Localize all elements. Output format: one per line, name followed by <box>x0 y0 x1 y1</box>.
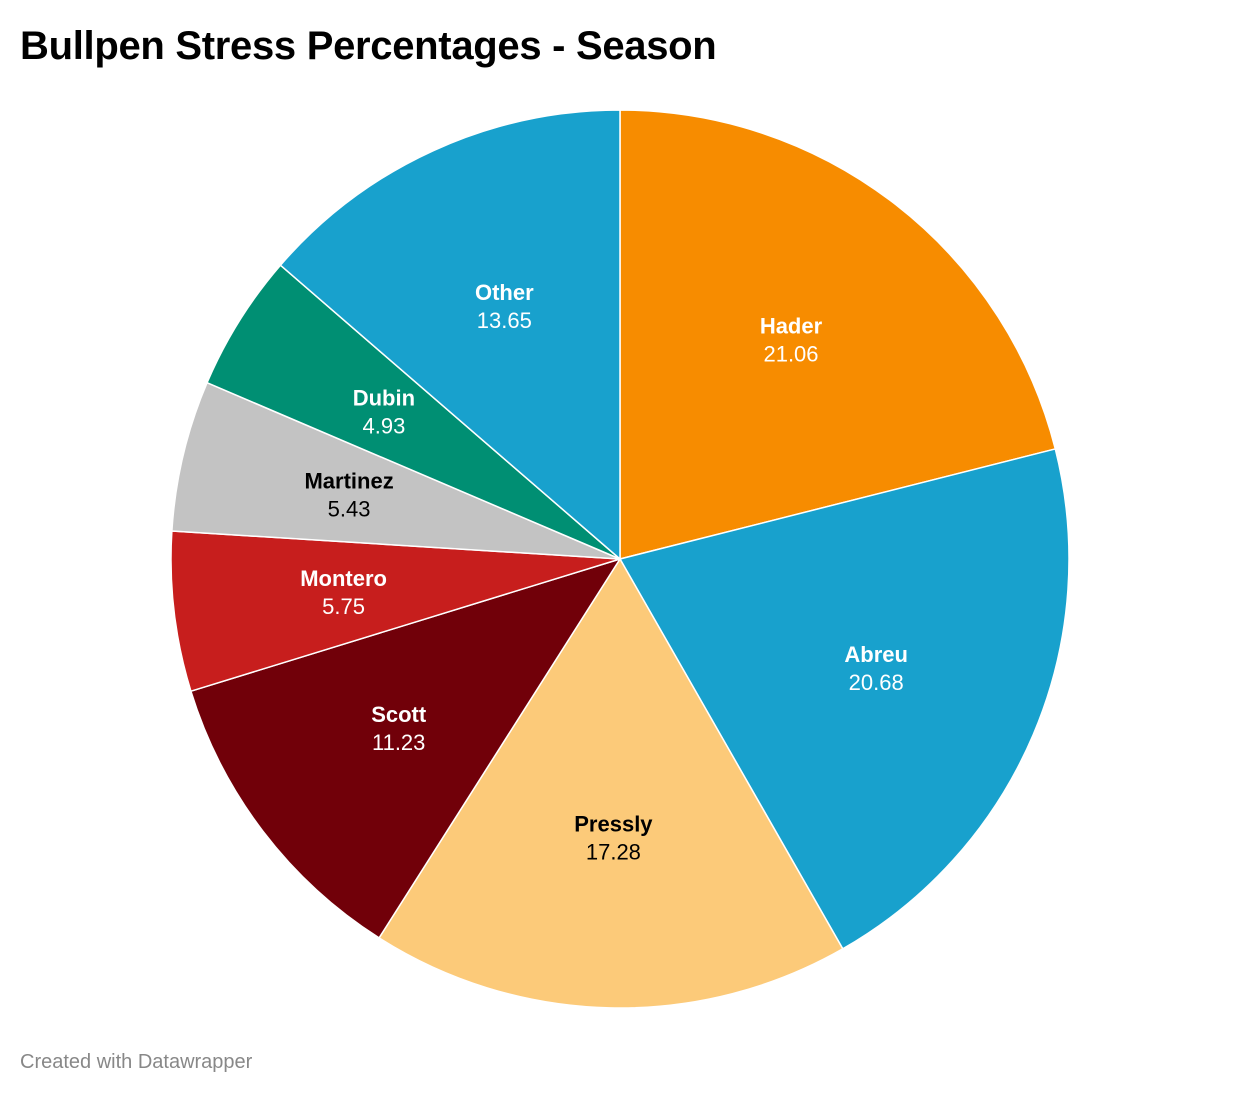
pie-slice-montero <box>170 530 621 692</box>
pie-slice-other <box>279 109 621 560</box>
pie-slice-scott <box>190 558 621 939</box>
pie-slice-hader <box>619 109 1057 560</box>
pie-slice-abreu <box>619 448 1070 950</box>
pie-slices <box>170 109 1070 1009</box>
pie-slice-pressly <box>378 558 844 1009</box>
slice-value-abreu: 20.68 <box>849 670 904 695</box>
slice-label-abreu: Abreu <box>844 642 908 667</box>
slice-value-hader: 21.06 <box>763 341 818 366</box>
slice-value-scott: 11.23 <box>372 730 425 755</box>
slice-value-martinez: 5.43 <box>328 497 371 522</box>
slice-label-scott: Scott <box>371 702 427 727</box>
chart-title: Bullpen Stress Percentages - Season <box>20 24 717 68</box>
slice-label-martinez: Martinez <box>304 469 393 494</box>
slice-value-montero: 5.75 <box>322 594 365 619</box>
slice-value-pressly: 17.28 <box>586 839 641 864</box>
slice-label-dubin: Dubin <box>353 386 415 411</box>
slice-label-hader: Hader <box>760 313 823 338</box>
slice-value-other: 13.65 <box>477 308 532 333</box>
slice-label-pressly: Pressly <box>574 811 653 836</box>
pie-labels: Hader 21.06 Abreu 20.68 Pressly 17.28 Scott 11.… <box>300 280 908 865</box>
pie-slice-martinez <box>171 381 621 560</box>
slice-label-other: Other <box>475 280 534 305</box>
slice-label-montero: Montero <box>300 566 387 591</box>
slice-value-dubin: 4.93 <box>362 414 405 439</box>
footer-credit: Created with Datawrapper <box>20 1051 253 1073</box>
